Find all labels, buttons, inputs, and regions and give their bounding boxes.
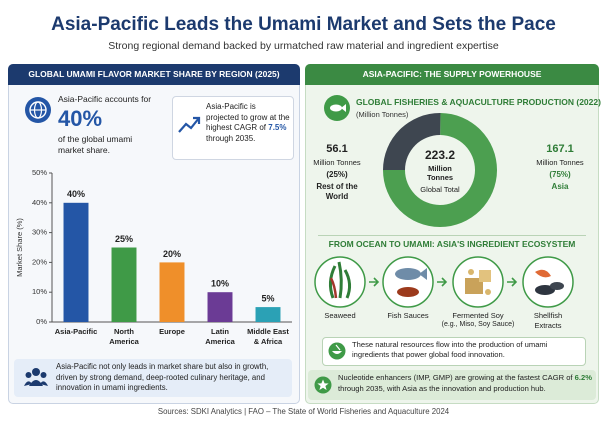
slice-value: 167.1 bbox=[546, 143, 574, 155]
ecosystem-title: FROM OCEAN TO UMAMI: ASIA'S INGREDIENT E… bbox=[328, 239, 576, 249]
donut-chart-plot bbox=[383, 113, 497, 227]
page-title: Asia-Pacific Leads the Umami Market and … bbox=[51, 14, 556, 35]
highlight-part: through 2035, with Asia as the innovatio… bbox=[338, 383, 546, 393]
divider bbox=[318, 235, 586, 236]
left-note: Asia-Pacific not only leads in market sh… bbox=[56, 362, 269, 392]
y-tick-label: 20% bbox=[32, 257, 47, 266]
donut-total-label: Global Total bbox=[420, 185, 460, 194]
left-heading: GLOBAL UMAMI FLAVOR MARKET SHARE BY REGI… bbox=[8, 64, 300, 85]
ecosystem-label: Seaweed bbox=[324, 311, 356, 320]
ecosystem-note: These natural resources flow into the pr… bbox=[352, 340, 548, 359]
x-tick-label: Asia-Pacific bbox=[54, 327, 98, 336]
value-label: 25% bbox=[115, 234, 133, 244]
globe-icon bbox=[25, 97, 51, 123]
soy-icon bbox=[452, 256, 504, 308]
highlight-part: Nucleotide enhancers (IMP, GMP) are grow… bbox=[338, 373, 575, 382]
y-tick-label: 50% bbox=[32, 168, 47, 177]
bar bbox=[111, 247, 137, 322]
y-tick-label: 30% bbox=[32, 228, 47, 237]
slice-unit: Million Tonnes bbox=[536, 158, 584, 167]
fish-icon bbox=[324, 95, 350, 121]
y-tick-label: 10% bbox=[32, 287, 47, 296]
donut-total-unit: Million Tonnes bbox=[426, 164, 454, 182]
production-unit: (Million Tonnes) bbox=[356, 110, 409, 119]
x-tick-label: Middle East & Africa bbox=[247, 327, 289, 346]
bar-chart-plot: 0% 10% 20% 30% 40% 50% Market Share (%) 40% 25% 2… bbox=[15, 168, 292, 326]
growth-text-part: Asia-Pacific is projected to grow at the… bbox=[206, 102, 290, 132]
ecosystem-label: Fermented Soy bbox=[452, 311, 504, 320]
donut-slice bbox=[383, 113, 497, 227]
x-tick-label: Latin America bbox=[205, 327, 235, 346]
ecosystem-label: Shellfish Extracts bbox=[533, 311, 563, 330]
shellfish-icon bbox=[522, 256, 574, 308]
share-outro: of the global umami market share. bbox=[58, 134, 133, 155]
bar bbox=[63, 202, 89, 322]
highlight-text: Nucleotide enhancers (IMP, GMP) are grow… bbox=[338, 373, 592, 394]
ecosystem-icons bbox=[314, 256, 574, 308]
slice-value: 56.1 bbox=[326, 143, 348, 155]
donut-total: 223.2 bbox=[424, 148, 456, 162]
slice-unit: Million Tonnes bbox=[313, 158, 361, 167]
bar bbox=[159, 262, 185, 322]
ecosystem-note-box bbox=[322, 337, 586, 366]
share-value: 40% bbox=[58, 106, 103, 131]
value-label: 5% bbox=[261, 293, 274, 303]
x-tick-label: North America bbox=[109, 327, 139, 346]
y-axis-title: Market Share (%) bbox=[15, 218, 24, 277]
highlight-box bbox=[308, 370, 596, 400]
slice-share: (25%) bbox=[326, 170, 348, 179]
value-label: 20% bbox=[163, 249, 181, 259]
star-icon bbox=[314, 376, 332, 394]
page-subtitle: Strong regional demand backed by urmatch… bbox=[108, 40, 499, 52]
people-icon bbox=[24, 368, 48, 386]
bar bbox=[255, 307, 281, 322]
y-tick-label: 0% bbox=[36, 317, 47, 326]
highlight-rate: 6.2% bbox=[574, 373, 592, 382]
ecosystem-label: Fish Sauces bbox=[387, 311, 429, 320]
growth-rate: 7.5% bbox=[268, 123, 287, 132]
source: Sources: SDKI Analytics | FAO – The Stat… bbox=[157, 407, 450, 416]
ecosystem-detail: (e.g., Miso, Soy Sauce) bbox=[441, 321, 515, 328]
donut-slice bbox=[383, 113, 441, 170]
seaweed-icon bbox=[314, 256, 366, 308]
fish-sauce-icon bbox=[382, 256, 434, 308]
bar-chart: 0% 10% 20% 30% 40% 50% Market Share (%) 40% 25% 2… bbox=[8, 165, 298, 355]
slice-share: (75%) bbox=[549, 170, 571, 179]
right-heading: ASIA-PACIFIC: THE SUPPLY POWERHOUSE bbox=[305, 64, 599, 85]
slice-name: Rest of the World bbox=[316, 182, 358, 201]
y-tick-label: 40% bbox=[32, 198, 47, 207]
value-label: 40% bbox=[67, 189, 85, 199]
bowl-icon bbox=[328, 342, 346, 360]
bar bbox=[207, 292, 233, 322]
x-tick-label: Europe bbox=[159, 327, 185, 336]
growth-text: Asia-Pacific is projected to grow at the… bbox=[206, 102, 290, 144]
slice-name: Asia bbox=[551, 182, 569, 191]
share-intro: Asia-Pacific accounts for bbox=[58, 94, 152, 104]
left-note-box bbox=[14, 359, 292, 397]
production-title: GLOBAL FISHERIES & AQUACULTURE PRODUCTIO… bbox=[356, 97, 601, 107]
trend-icon bbox=[178, 116, 201, 133]
growth-text-part: through 2035. bbox=[206, 133, 256, 143]
value-label: 10% bbox=[211, 279, 229, 289]
donut-chart: 56.1 Million Tonnes (25%) Rest of the World… bbox=[305, 90, 598, 230]
